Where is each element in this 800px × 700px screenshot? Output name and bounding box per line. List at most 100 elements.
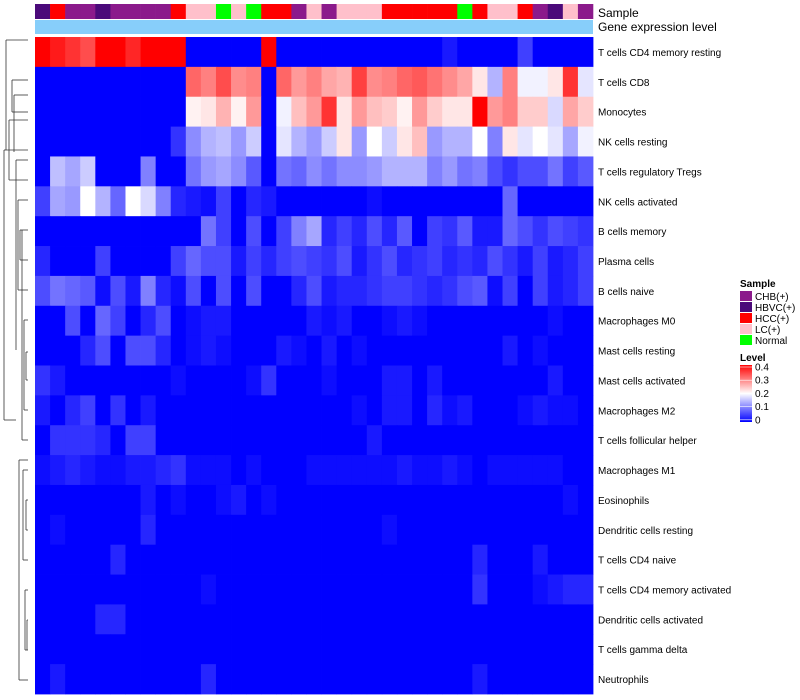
heatmap-cell (381, 275, 398, 307)
heatmap-cell (65, 126, 81, 157)
heatmap-cell (442, 216, 458, 247)
heatmap-cell (215, 484, 232, 516)
heatmap-cell (547, 514, 564, 546)
heatmap-cell (547, 634, 564, 665)
sample-annotation-cell (215, 4, 232, 19)
heatmap-cell (427, 126, 443, 157)
heatmap-cell (351, 96, 368, 127)
heatmap-cell (562, 544, 579, 575)
heatmap-cell (396, 335, 413, 366)
heatmap-cell (472, 395, 488, 426)
heatmap-cell (457, 544, 473, 575)
heatmap-cell (351, 186, 368, 217)
heatmap-cell (562, 305, 579, 337)
heatmap-cell (321, 455, 338, 486)
heatmap-cell (336, 604, 353, 635)
heatmap-cell (35, 96, 51, 127)
heatmap-cell (80, 37, 96, 68)
heatmap-cell (215, 365, 232, 396)
heatmap-cell (351, 484, 368, 516)
heatmap-cell (155, 156, 172, 187)
heatmap-cell (457, 574, 473, 605)
heatmap-cell (562, 156, 579, 187)
heatmap-cell (215, 574, 232, 605)
heatmap-cell (215, 604, 232, 635)
heatmap-cell (140, 395, 157, 426)
heatmap-cell (80, 186, 96, 217)
heatmap-cell (517, 574, 534, 605)
heatmap-cell (351, 126, 368, 157)
level-tick-label: 0.1 (755, 402, 769, 413)
heatmap-cell (306, 246, 322, 277)
heatmap-cell (215, 544, 232, 575)
row-label: B cells naive (598, 287, 655, 298)
heatmap-cell (246, 664, 262, 695)
heatmap-cell (95, 455, 111, 486)
heatmap-cell (35, 395, 51, 426)
heatmap-cell (215, 514, 232, 546)
heatmap-cell (577, 365, 594, 396)
heatmap-cell (185, 96, 202, 127)
heatmap-cell (472, 156, 488, 187)
heatmap-cell (547, 275, 564, 307)
heatmap-cell (381, 305, 398, 337)
heatmap-cell (457, 664, 473, 695)
legend-sample-label: CHB(+) (755, 292, 789, 303)
heatmap-cell (291, 425, 307, 456)
heatmap-cell (95, 37, 111, 68)
heatmap-cell (155, 96, 172, 127)
heatmap-cell (155, 634, 172, 665)
heatmap-cell (231, 66, 247, 98)
heatmap-cell (261, 216, 277, 247)
heatmap-cell (231, 634, 247, 665)
heatmap-cell (110, 156, 126, 187)
heatmap-cell (95, 335, 111, 366)
heatmap-cell (80, 275, 96, 307)
heatmap-cell (396, 96, 413, 127)
heatmap-cell (246, 484, 262, 516)
heatmap-cell (427, 425, 443, 456)
heatmap-cell (336, 425, 353, 456)
heatmap-cell (442, 275, 458, 307)
heatmap-cell (231, 395, 247, 426)
heatmap-cell (246, 425, 262, 456)
heatmap-cell (427, 544, 443, 575)
heatmap-cell (457, 514, 473, 546)
heatmap-cell (185, 544, 202, 575)
heatmap-cell (170, 37, 187, 68)
heatmap-cell (517, 484, 534, 516)
heatmap-cell (532, 365, 549, 396)
heatmap-cell (336, 275, 353, 307)
heatmap-cell (562, 664, 579, 695)
sample-annotation-cell (366, 4, 383, 19)
heatmap-cell (502, 335, 518, 366)
heatmap-cell (532, 425, 549, 456)
heatmap-cell (487, 305, 503, 337)
heatmap-cell (80, 335, 96, 366)
heatmap-cell (532, 305, 549, 337)
heatmap-cell (215, 395, 232, 426)
row-labels: T cells CD4 memory resting T cells CD8 Mon… (598, 48, 731, 686)
heatmap-cell (517, 66, 534, 98)
heatmap-cell (351, 246, 368, 277)
heatmap-cell (532, 514, 549, 546)
heatmap-cell (80, 126, 96, 157)
heatmap-cell (170, 126, 187, 157)
heatmap-cell (366, 246, 383, 277)
heatmap-cell (276, 484, 292, 516)
sample-annotation-cell (412, 4, 428, 19)
heatmap-cell (532, 544, 549, 575)
heatmap-cell (95, 574, 111, 605)
heatmap-cell (427, 335, 443, 366)
heatmap-cell (125, 395, 141, 426)
level-tick-label: 0 (755, 415, 761, 426)
heatmap-cell (396, 365, 413, 396)
sample-annotation-cell (110, 4, 126, 19)
heatmap-cell (517, 186, 534, 217)
heatmap-cell (502, 365, 518, 396)
heatmap-cell (321, 216, 338, 247)
heatmap-cell (155, 66, 172, 98)
heatmap-cell (246, 634, 262, 665)
heatmap-cell (185, 634, 202, 665)
heatmap-cells (35, 37, 594, 695)
